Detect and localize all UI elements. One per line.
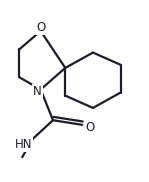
Text: O: O [85, 121, 94, 134]
Text: O: O [36, 21, 45, 34]
Text: HN: HN [15, 138, 32, 151]
Text: N: N [33, 84, 42, 98]
